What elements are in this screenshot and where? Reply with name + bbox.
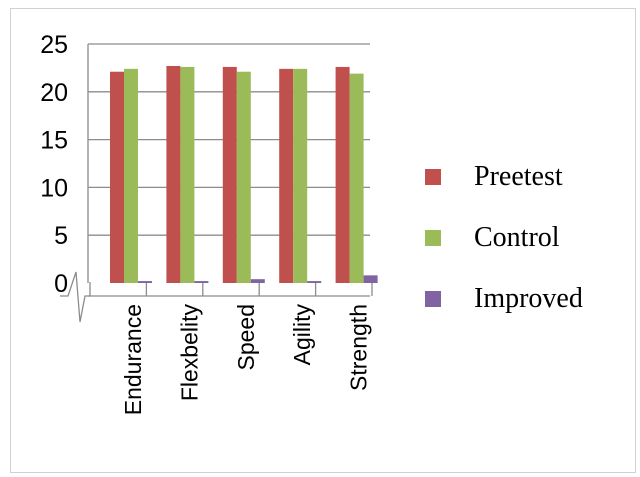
bar-improved-strength [363,275,378,283]
legend-swatch [425,291,441,307]
y-tick-label: 25 [40,31,68,59]
x-tick-label: Agility [289,304,315,366]
bar-preetest-speed [222,66,237,283]
legend-swatch [425,230,441,246]
x-tick-label: Endurance [120,304,146,415]
x-tick-label: Flexbelity [176,304,202,402]
legend-label: Preetest [474,161,563,192]
bar-control-flexbelity [180,66,195,283]
y-tick-label: 15 [40,127,68,155]
bar-control-strength [349,73,364,283]
bar-improved-agility [307,281,322,283]
legend-label: Improved [474,283,583,314]
bar-preetest-endurance [110,71,124,283]
bar-preetest-flexbelity [166,65,181,283]
bar-control-agility [293,68,308,283]
y-tick-label: 5 [54,222,68,250]
legend-label: Control [474,222,560,253]
x-tick-label: Speed [233,304,259,371]
y-tick-label: 0 [54,270,68,298]
legend-swatch [425,169,441,185]
axis-break-mark [60,271,90,323]
bar-preetest-strength [335,66,350,283]
bar-control-endurance [124,68,138,283]
bar-improved-speed [250,279,265,283]
bar-improved-flexbelity [194,281,209,283]
x-tick-label: Strength [346,304,372,391]
bar-preetest-agility [279,68,294,283]
y-tick-label: 10 [40,174,68,202]
bar-control-speed [236,71,251,283]
y-tick-label: 20 [40,79,68,107]
bar-improved-endurance [138,281,152,283]
